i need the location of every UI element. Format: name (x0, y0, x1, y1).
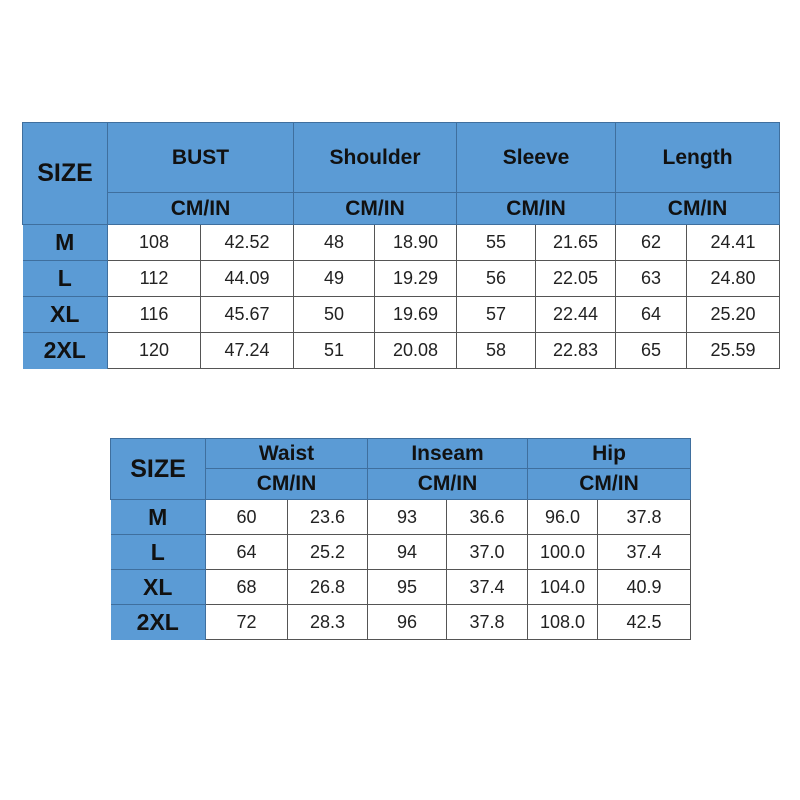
size-header: SIZE (22, 122, 108, 225)
size-cell: 2XL (110, 604, 206, 640)
unit-header: CM/IN (527, 468, 692, 500)
value-cell: 37.8 (446, 604, 529, 640)
measure-header: Inseam (367, 438, 529, 469)
value-cell: 62 (615, 224, 688, 261)
table-row: 2XL 120 47.24 51 20.08 58 22.83 65 25.59 (22, 332, 781, 369)
value-cell: 48 (293, 224, 376, 261)
value-cell: 57 (456, 296, 537, 333)
value-cell: 116 (107, 296, 201, 333)
value-cell: 45.67 (199, 296, 295, 333)
value-cell: 21.65 (535, 224, 617, 261)
table-row: M 108 42.52 48 18.90 55 21.65 62 24.41 (22, 224, 781, 261)
table-row: 2XL 72 28.3 96 37.8 108.0 42.5 (110, 604, 692, 640)
tops-size-table: SIZE BUST Shoulder Sleeve Length CM/IN CM/IN CM… (22, 122, 781, 369)
value-cell: 40.9 (597, 569, 692, 605)
size-cell: M (22, 224, 108, 261)
bottoms-size-table: SIZE Waist Inseam Hip CM/IN CM/IN CM/IN M 60 23.6… (110, 438, 692, 640)
unit-header: CM/IN (615, 192, 781, 225)
value-cell: 28.3 (286, 604, 369, 640)
unit-header: CM/IN (204, 468, 369, 500)
value-cell: 25.59 (686, 332, 781, 369)
value-cell: 19.69 (374, 296, 458, 333)
value-cell: 25.2 (286, 534, 369, 570)
measure-header: Length (615, 122, 781, 193)
table-row: M 60 23.6 93 36.6 96.0 37.8 (110, 499, 692, 535)
table-row: L 64 25.2 94 37.0 100.0 37.4 (110, 534, 692, 570)
measure-header: BUST (106, 122, 295, 193)
value-cell: 51 (293, 332, 376, 369)
value-cell: 26.8 (286, 569, 369, 605)
value-cell: 104.0 (527, 569, 599, 605)
size-cell: XL (110, 569, 206, 605)
value-cell: 65 (615, 332, 688, 369)
value-cell: 55 (456, 224, 537, 261)
header-row: SIZE BUST Shoulder Sleeve Length (22, 122, 781, 225)
unit-header: CM/IN (106, 192, 295, 225)
value-cell: 63 (615, 260, 688, 297)
header-row: SIZE Waist Inseam Hip (110, 438, 692, 500)
value-cell: 37.4 (446, 569, 529, 605)
value-cell: 37.4 (597, 534, 692, 570)
value-cell: 49 (293, 260, 376, 297)
value-cell: 50 (293, 296, 376, 333)
measure-header: Waist (204, 438, 369, 469)
value-cell: 22.83 (535, 332, 617, 369)
measure-header: Sleeve (456, 122, 617, 193)
value-cell: 94 (367, 534, 448, 570)
value-cell: 96.0 (527, 499, 599, 535)
value-cell: 64 (205, 534, 288, 570)
value-cell: 64 (615, 296, 688, 333)
value-cell: 42.52 (199, 224, 295, 261)
table-row: XL 116 45.67 50 19.69 57 22.44 64 25.20 (22, 296, 781, 333)
value-cell: 24.41 (686, 224, 781, 261)
value-cell: 20.08 (374, 332, 458, 369)
size-cell: XL (22, 296, 108, 333)
value-cell: 72 (205, 604, 288, 640)
unit-row: CM/IN CM/IN CM/IN CM/IN (23, 192, 781, 225)
value-cell: 37.0 (446, 534, 529, 570)
value-cell: 68 (205, 569, 288, 605)
measure-header: Hip (527, 438, 692, 469)
size-cell: L (110, 534, 206, 570)
unit-header: CM/IN (367, 468, 529, 500)
unit-header: CM/IN (456, 192, 617, 225)
value-cell: 19.29 (374, 260, 458, 297)
value-cell: 18.90 (374, 224, 458, 261)
value-cell: 37.8 (597, 499, 692, 535)
value-cell: 47.24 (199, 332, 295, 369)
size-cell: M (110, 499, 206, 535)
value-cell: 44.09 (199, 260, 295, 297)
value-cell: 36.6 (446, 499, 529, 535)
table-row: L 112 44.09 49 19.29 56 22.05 63 24.80 (22, 260, 781, 297)
value-cell: 93 (367, 499, 448, 535)
value-cell: 120 (107, 332, 201, 369)
value-cell: 25.20 (686, 296, 781, 333)
value-cell: 108.0 (527, 604, 599, 640)
size-header: SIZE (110, 438, 206, 500)
value-cell: 23.6 (286, 499, 369, 535)
value-cell: 100.0 (527, 534, 599, 570)
value-cell: 95 (367, 569, 448, 605)
table-row: XL 68 26.8 95 37.4 104.0 40.9 (110, 569, 692, 605)
size-cell: 2XL (22, 332, 108, 369)
value-cell: 58 (456, 332, 537, 369)
value-cell: 112 (107, 260, 201, 297)
value-cell: 22.05 (535, 260, 617, 297)
value-cell: 108 (107, 224, 201, 261)
value-cell: 22.44 (535, 296, 617, 333)
value-cell: 56 (456, 260, 537, 297)
value-cell: 24.80 (686, 260, 781, 297)
size-cell: L (22, 260, 108, 297)
value-cell: 60 (205, 499, 288, 535)
value-cell: 96 (367, 604, 448, 640)
measure-header: Shoulder (293, 122, 458, 193)
value-cell: 42.5 (597, 604, 692, 640)
unit-header: CM/IN (293, 192, 458, 225)
unit-row: CM/IN CM/IN CM/IN (111, 468, 692, 500)
